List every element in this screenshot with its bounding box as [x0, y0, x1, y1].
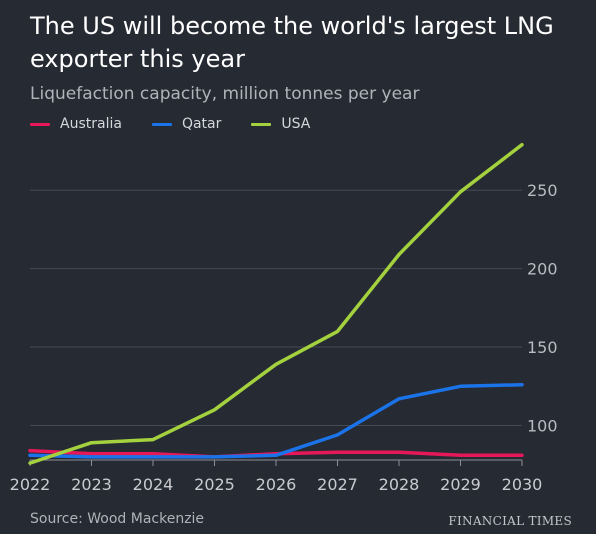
legend-label-qatar: Qatar [181, 116, 222, 132]
legend-item-qatar: Qatar [151, 116, 222, 132]
legend-swatch-qatar [151, 122, 172, 126]
x-tick-label-2028: 2028 [379, 475, 420, 494]
legend-swatch-australia [30, 122, 50, 126]
x-tick-label-2030: 2030 [502, 475, 543, 494]
source-note: Source: Wood Mackenzie [30, 511, 205, 527]
legend-item-usa: USA [251, 116, 310, 132]
x-tick-label-2023: 2023 [71, 475, 112, 494]
x-tick-label-2027: 2027 [317, 475, 358, 494]
legend-swatch-usa [251, 122, 272, 126]
series-line-qatar [28, 382, 524, 459]
brand-label: FINANCIAL TIMES [448, 514, 572, 528]
chart-title: The US will become the world's largest L… [30, 12, 554, 73]
x-tick-label-2029: 2029 [440, 475, 481, 494]
chart-subtitle: Liquefaction capacity, million tonnes pe… [30, 84, 420, 104]
x-tick-label-2025: 2025 [194, 475, 235, 494]
y-tick-label-150: 150 [527, 338, 558, 357]
legend-label-australia: Australia [60, 116, 122, 132]
legend-item-australia: Australia [30, 116, 122, 132]
y-tick-label-100: 100 [527, 416, 558, 435]
y-tick-label-200: 200 [527, 260, 558, 279]
x-tick-label-2026: 2026 [256, 475, 297, 494]
x-tick-label-2024: 2024 [133, 475, 174, 494]
chart-legend: Australia Qatar USA [30, 116, 340, 132]
x-tick-label-2022: 2022 [10, 475, 51, 494]
y-tick-label-250: 250 [527, 181, 558, 200]
legend-label-usa: USA [281, 116, 311, 132]
series-line-usa [28, 142, 524, 465]
